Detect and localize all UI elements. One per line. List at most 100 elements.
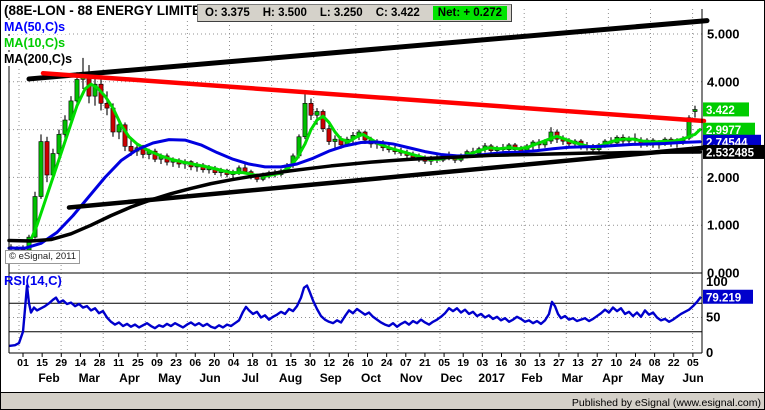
x-axis-month-label: Jun <box>682 371 703 385</box>
candle-body <box>242 167 248 172</box>
x-axis-date-label: 28 <box>94 357 106 369</box>
ma50-study-label: MA(50,C)s <box>4 20 68 34</box>
low-value: L: 3.250 <box>319 7 363 19</box>
x-axis-date-label: 26 <box>343 357 355 369</box>
close-value: C: 3.422 <box>375 7 420 19</box>
x-axis-date-label: 15 <box>36 357 48 369</box>
ma10-study-label: MA(10,C)s <box>4 36 68 50</box>
x-axis-date-label: 24 <box>630 357 642 369</box>
ma200-line <box>7 150 702 243</box>
x-axis-date-label: 30 <box>304 357 316 369</box>
x-axis-date-label: 23 <box>170 357 182 369</box>
x-axis-month-label: Sep <box>320 371 342 385</box>
x-axis-month-label: Mar <box>79 371 101 385</box>
candle-body <box>44 141 50 176</box>
x-axis-date-label: 15 <box>285 357 297 369</box>
x-axis-month-label: Nov <box>400 371 423 385</box>
ma50-line <box>7 138 702 250</box>
x-axis-date-label: 22 <box>668 357 680 369</box>
x-axis-month-label: May <box>158 371 182 385</box>
price-badge <box>703 122 755 137</box>
x-axis-date-label: 13 <box>534 357 546 369</box>
candle-body <box>74 79 80 102</box>
candle-body <box>236 167 242 172</box>
x-axis-month-label: Feb <box>521 371 542 385</box>
x-axis-date-label: 25 <box>132 357 144 369</box>
rsi-axis-label: 100 <box>706 274 728 289</box>
candle-body <box>314 111 320 116</box>
candle-body <box>92 83 98 97</box>
rsi-axis-label: 50 <box>706 310 720 325</box>
net-change-badge: Net: + 0.272 <box>432 6 508 20</box>
x-axis-date-label: 06 <box>189 357 201 369</box>
price-badge-text: 2.532485 <box>706 147 755 159</box>
x-axis-date-label: 27 <box>591 357 603 369</box>
ma200-study-label: MA(200,C)s <box>4 52 75 66</box>
x-axis-date-label: 01 <box>266 357 278 369</box>
x-axis-month-label: Jun <box>199 371 220 385</box>
esignal-copyright: © eSignal, 2011 <box>5 250 81 264</box>
candle-body <box>332 138 338 142</box>
rsi-badge-text: 79.219 <box>706 292 741 304</box>
descending-resistance <box>40 70 707 124</box>
high-value: H: 3.500 <box>262 7 307 19</box>
x-axis-date-label: 29 <box>55 357 67 369</box>
published-by-text: Published by eSignal (www.esignal.com) <box>571 397 761 409</box>
upper-rising-trendline <box>26 18 710 82</box>
x-axis-date-label: 20 <box>209 357 221 369</box>
price-chart-canvas: 01 15 29 14 28 11 25 09 23 06 20 04 18 01 15 30 12 26 10 24… <box>7 9 764 385</box>
price-axis-label: 1.000 <box>707 218 740 233</box>
price-axis-label: 0.000 <box>707 266 740 281</box>
x-axis-date-label: 30 <box>515 357 527 369</box>
x-axis-month-label: Mar <box>562 371 584 385</box>
x-axis-date-label: 24 <box>381 357 393 369</box>
x-axis-date-label: 04 <box>228 357 240 369</box>
ascending-support <box>66 145 707 210</box>
x-axis-date-label: 19 <box>457 357 469 369</box>
price-axis-label: 4.000 <box>707 74 740 89</box>
candle-body <box>326 128 332 142</box>
candle-body <box>104 103 110 109</box>
candle-body <box>116 124 122 133</box>
x-axis-month-label: Feb <box>38 371 59 385</box>
price-badge-text: 2.9977 <box>706 125 741 137</box>
price-badge <box>703 144 764 159</box>
price-axis-label: 5.000 <box>707 27 740 42</box>
symbol-title: (88E-LON - 88 ENERGY LIMITED <box>4 3 213 18</box>
candle-body <box>302 103 308 138</box>
x-axis-date-label: 08 <box>649 357 661 369</box>
candle-body <box>32 196 38 238</box>
x-axis-date-label: 16 <box>496 357 508 369</box>
x-axis-month-label: May <box>641 371 665 385</box>
rsi-axis-label: 0 <box>706 345 713 360</box>
x-axis-date-label: 13 <box>572 357 584 369</box>
price-badge <box>703 102 749 117</box>
rsi-badge <box>703 289 753 304</box>
x-axis-date-label: 21 <box>419 357 431 369</box>
candle-body <box>320 111 326 129</box>
x-axis-date-label: 10 <box>362 357 374 369</box>
candle-body <box>692 109 698 112</box>
x-axis-date-label: 14 <box>75 357 87 369</box>
candle-body <box>62 119 68 135</box>
ohlc-info-box: O: 3.375 H: 3.500 L: 3.250 C: 3.422 Net:… <box>197 4 513 22</box>
open-value: O: 3.375 <box>205 7 250 19</box>
candle-body <box>128 146 134 152</box>
x-axis-date-label: 11 <box>113 357 124 369</box>
x-axis-month-label: 2017 <box>478 371 505 385</box>
x-axis-date-label: 27 <box>553 357 565 369</box>
x-axis-date-label: 09 <box>151 357 163 369</box>
x-axis-month-label: Dec <box>440 371 462 385</box>
x-axis-date-label: 12 <box>323 357 335 369</box>
x-axis-date-label: 18 <box>247 357 259 369</box>
x-axis-date-label: 07 <box>400 357 412 369</box>
rsi-study-label: RSI(14,C) <box>4 273 62 288</box>
x-axis-month-label: Aug <box>279 371 302 385</box>
x-axis-month-label: Apr <box>602 371 623 385</box>
candle-body <box>38 141 44 197</box>
x-axis-date-label: 03 <box>477 357 489 369</box>
x-axis-month-label: Oct <box>361 371 381 385</box>
candle-body <box>56 134 62 154</box>
x-axis-month-label: Apr <box>119 371 140 385</box>
